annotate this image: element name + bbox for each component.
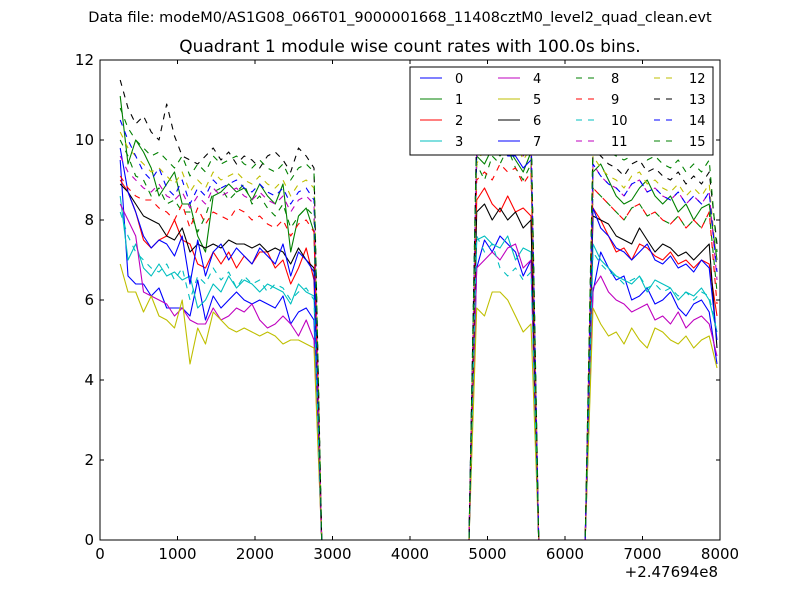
series-line-3 — [119, 195, 718, 540]
x-tick-label: 6000 — [546, 545, 584, 563]
legend-label-0: 0 — [455, 72, 463, 87]
series-line-7 — [119, 123, 718, 540]
plot-area — [119, 79, 718, 540]
figure-suptitle: Data file: modeM0/AS1G08_066T01_90000016… — [88, 10, 712, 26]
legend-label-6: 6 — [533, 114, 541, 129]
x-tick-label: 8000 — [701, 545, 739, 563]
y-tick-label: 4 — [84, 371, 94, 389]
legend-label-2: 2 — [455, 114, 463, 129]
y-tick-label: 2 — [84, 451, 94, 469]
series-line-8 — [119, 139, 718, 540]
series-line-14 — [119, 119, 718, 540]
x-tick-label: 7000 — [623, 545, 661, 563]
chart-title: Quadrant 1 module wise count rates with … — [179, 37, 641, 57]
y-tick-label: 6 — [84, 291, 94, 309]
legend-label-1: 1 — [455, 93, 463, 108]
series-line-1 — [119, 95, 718, 540]
y-tick-label: 10 — [75, 131, 94, 149]
x-offset-label: +2.47694e8 — [625, 563, 718, 581]
x-tick-label: 5000 — [468, 545, 506, 563]
legend-label-15: 15 — [689, 135, 706, 150]
series-line-10 — [119, 211, 718, 540]
series-line-13 — [119, 79, 718, 540]
x-tick-label: 4000 — [391, 545, 429, 563]
legend-label-4: 4 — [533, 72, 541, 87]
legend-label-11: 11 — [611, 135, 628, 150]
series-line-0 — [119, 159, 718, 540]
series-line-2 — [119, 179, 718, 540]
series-line-15 — [119, 107, 718, 540]
x-tick-label: 3000 — [313, 545, 351, 563]
legend-label-3: 3 — [455, 135, 463, 150]
legend-label-14: 14 — [689, 114, 706, 129]
y-tick-label: 12 — [75, 51, 94, 69]
y-tick-label: 8 — [84, 211, 94, 229]
legend-label-10: 10 — [611, 114, 628, 129]
legend-label-9: 9 — [611, 93, 619, 108]
x-tick-label: 0 — [95, 545, 105, 563]
legend-label-12: 12 — [689, 72, 706, 87]
legend-label-5: 5 — [533, 93, 541, 108]
y-tick-label: 0 — [84, 531, 94, 549]
x-tick-label: 1000 — [158, 545, 196, 563]
series-line-12 — [119, 131, 718, 540]
x-tick-label: 2000 — [236, 545, 274, 563]
series-line-5 — [119, 263, 718, 540]
legend-box — [409, 66, 714, 156]
legend-label-8: 8 — [611, 72, 619, 87]
legend-label-13: 13 — [689, 93, 706, 108]
series-line-6 — [119, 183, 718, 540]
x-axis: 0 1000 2000 3000 4000 5000 6000 7000 8000 — [95, 60, 739, 563]
legend-label-7: 7 — [533, 135, 541, 150]
